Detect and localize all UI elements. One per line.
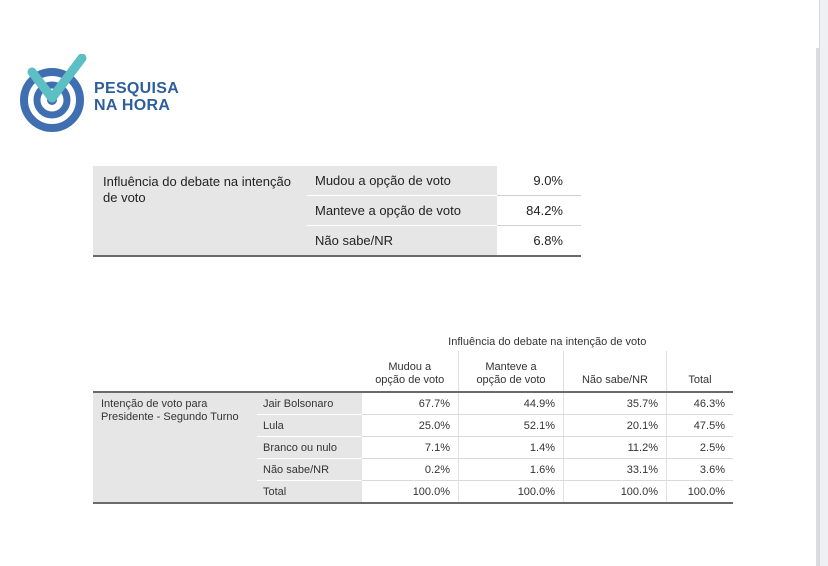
summary-category: Manteve a opção de voto bbox=[307, 195, 497, 226]
table-cell: 3.6% bbox=[666, 458, 733, 481]
summary-value: 9.0% bbox=[497, 166, 581, 196]
summary-row-header: Influência do debate na intenção de voto bbox=[93, 166, 307, 257]
table-cell: 20.1% bbox=[563, 414, 667, 437]
crosstab-table: Influência do debate na intenção de voto… bbox=[93, 333, 733, 504]
row-label: Branco ou nulo bbox=[257, 436, 362, 459]
table-cell: 44.9% bbox=[458, 391, 564, 415]
brand-name-line2: NA HORA bbox=[94, 97, 171, 114]
target-check-icon bbox=[20, 54, 87, 132]
table-cell: 1.4% bbox=[458, 436, 564, 459]
row-label: Total bbox=[257, 480, 362, 504]
table-cell: 46.3% bbox=[666, 391, 733, 415]
scrollbar-track[interactable] bbox=[819, 0, 828, 566]
table-cell: 25.0% bbox=[361, 414, 459, 437]
row-label: Não sabe/NR bbox=[257, 458, 362, 481]
table-cell: 52.1% bbox=[458, 414, 564, 437]
table-cell: 47.5% bbox=[666, 414, 733, 437]
crosstab-container: Influência do debate na intenção de voto… bbox=[93, 333, 733, 504]
table-cell: 1.6% bbox=[458, 458, 564, 481]
brand-name-line1: PESQUISA bbox=[94, 80, 180, 97]
column-header: Manteve a opção de voto bbox=[458, 351, 564, 392]
column-header: Não sabe/NR bbox=[563, 351, 667, 392]
column-header: Total bbox=[666, 351, 733, 392]
table-cell: 100.0% bbox=[666, 480, 733, 504]
brand-logo: PESQUISA NA HORA bbox=[20, 54, 190, 134]
table-cell: 100.0% bbox=[563, 480, 667, 504]
summary-value: 84.2% bbox=[497, 195, 581, 226]
column-header: Mudou a opção de voto bbox=[375, 361, 445, 386]
row-group-header: Intenção de voto para Presidente - Segun… bbox=[93, 391, 257, 504]
table-cell: 67.7% bbox=[361, 391, 459, 415]
table-cell: 100.0% bbox=[458, 480, 564, 504]
table-cell: 0.2% bbox=[361, 458, 459, 481]
table-cell: 2.5% bbox=[666, 436, 733, 459]
table-cell: 100.0% bbox=[361, 480, 459, 504]
row-label: Jair Bolsonaro bbox=[257, 391, 362, 415]
table-cell: 7.1% bbox=[361, 436, 459, 459]
summary-table: Influência do debate na intenção de voto… bbox=[93, 166, 581, 257]
row-label: Lula bbox=[257, 414, 362, 437]
table-cell: 11.2% bbox=[563, 436, 667, 459]
crosstab-span-header: Influência do debate na intenção de voto bbox=[448, 336, 647, 348]
summary-category: Não sabe/NR bbox=[307, 225, 497, 257]
summary-category: Mudou a opção de voto bbox=[307, 166, 497, 196]
table-cell: 33.1% bbox=[563, 458, 667, 481]
page-shadow bbox=[816, 48, 819, 566]
brand-name: PESQUISA NA HORA bbox=[94, 80, 179, 114]
table-cell: 35.7% bbox=[563, 391, 667, 415]
summary-value: 6.8% bbox=[497, 225, 581, 257]
